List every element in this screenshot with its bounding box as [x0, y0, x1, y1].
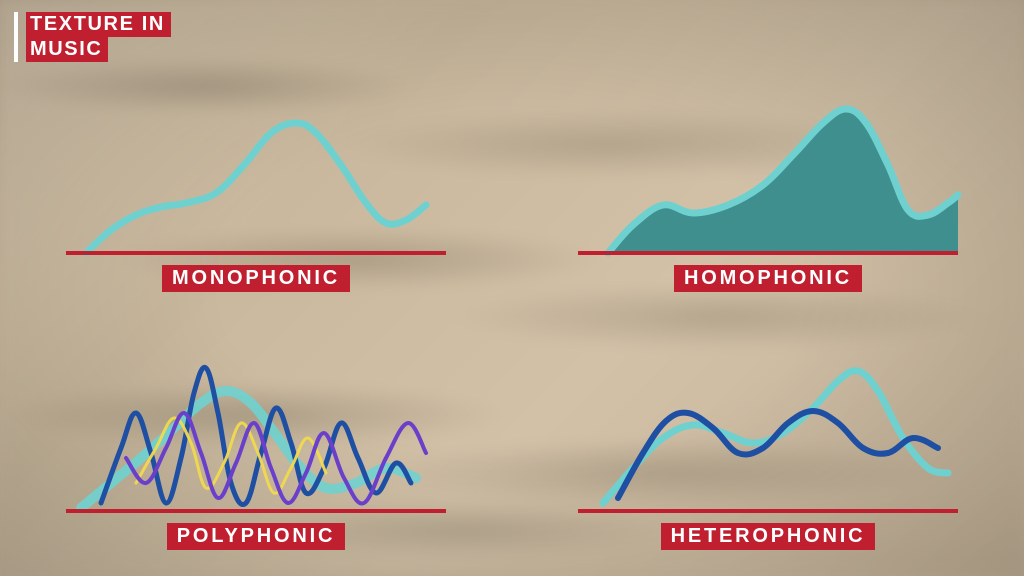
chart-svg — [578, 353, 958, 513]
baseline — [66, 251, 446, 255]
title-line-1: TEXTURE IN — [26, 12, 171, 37]
baseline — [578, 509, 958, 513]
title-block: TEXTURE IN MUSIC — [14, 12, 171, 62]
baseline — [578, 251, 958, 255]
label-homophonic: HOMOPHONIC — [674, 265, 862, 292]
label-polyphonic: POLYPHONIC — [167, 523, 345, 550]
chart-svg — [578, 95, 958, 255]
baseline — [66, 509, 446, 513]
panel-homophonic: HOMOPHONIC — [512, 60, 1024, 318]
chart-svg — [66, 353, 446, 513]
chart-homophonic — [578, 95, 958, 255]
chart-heterophonic — [578, 353, 958, 513]
panel-grid: MONOPHONIC HOMOPHONIC POLYPHONIC HETEROP… — [0, 60, 1024, 576]
panel-polyphonic: POLYPHONIC — [0, 318, 512, 576]
chart-polyphonic — [66, 353, 446, 513]
label-monophonic: MONOPHONIC — [162, 265, 350, 292]
panel-heterophonic: HETEROPHONIC — [512, 318, 1024, 576]
chart-monophonic — [66, 95, 446, 255]
chart-svg — [66, 95, 446, 255]
panel-monophonic: MONOPHONIC — [0, 60, 512, 318]
title-line-2: MUSIC — [26, 37, 108, 62]
label-heterophonic: HETEROPHONIC — [661, 523, 876, 550]
